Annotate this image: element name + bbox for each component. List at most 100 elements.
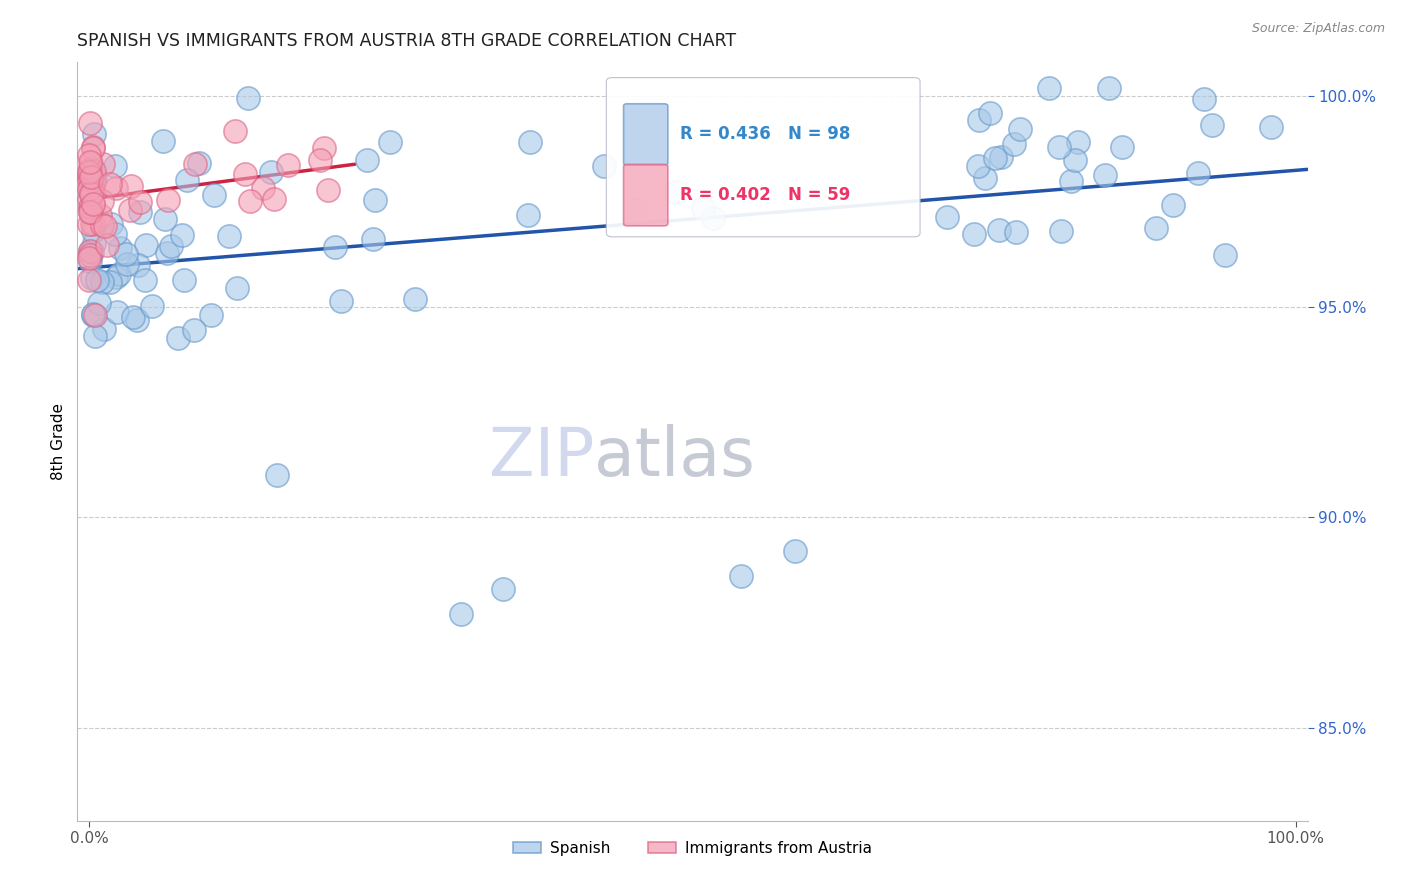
Point <box>86 273 108 287</box>
Point <box>79 155 101 169</box>
Point <box>122 310 145 324</box>
Legend: Spanish, Immigrants from Austria: Spanish, Immigrants from Austria <box>508 835 877 863</box>
Point <box>187 156 209 170</box>
Point <box>517 208 540 222</box>
Point <box>239 194 262 209</box>
Point <box>218 229 240 244</box>
Point <box>127 258 149 272</box>
Point <box>105 269 128 284</box>
Point <box>82 183 104 197</box>
Point <box>79 186 101 201</box>
Point <box>200 308 222 322</box>
Point <box>79 116 101 130</box>
Point <box>79 162 101 177</box>
Point <box>96 237 118 252</box>
Point <box>404 292 426 306</box>
Point <box>79 165 101 179</box>
Point <box>1059 174 1081 188</box>
Point <box>363 232 385 246</box>
Point <box>1161 198 1184 212</box>
Point <box>98 177 121 191</box>
Point <box>82 307 104 321</box>
Point <box>785 544 807 558</box>
Point <box>492 582 515 596</box>
Point <box>173 273 195 287</box>
Point <box>170 227 193 242</box>
Point <box>1038 80 1060 95</box>
Point <box>125 313 148 327</box>
Point <box>80 204 103 219</box>
Point <box>1213 248 1236 262</box>
Point <box>82 217 104 231</box>
Point <box>79 192 101 206</box>
Text: ZIP: ZIP <box>489 424 595 490</box>
Point <box>105 181 128 195</box>
Point <box>79 203 101 218</box>
Point <box>1201 118 1223 132</box>
Point <box>984 151 1007 165</box>
Point <box>79 273 101 287</box>
Point <box>104 159 127 173</box>
Point <box>79 251 101 265</box>
Point <box>1187 166 1209 180</box>
Point <box>79 163 101 178</box>
Point <box>378 136 401 150</box>
Point <box>84 328 107 343</box>
Point <box>84 308 107 322</box>
Point <box>967 159 990 173</box>
Point <box>1144 221 1167 235</box>
Point <box>79 205 101 219</box>
Point <box>987 223 1010 237</box>
FancyBboxPatch shape <box>624 164 668 226</box>
Point <box>356 153 378 168</box>
Point <box>91 157 114 171</box>
Point <box>314 141 336 155</box>
Point <box>224 124 246 138</box>
Point <box>166 331 188 345</box>
FancyBboxPatch shape <box>606 78 920 237</box>
Point <box>90 275 112 289</box>
Point <box>263 193 285 207</box>
Point <box>93 219 115 234</box>
Point <box>184 157 207 171</box>
Point <box>277 158 299 172</box>
Point <box>316 183 339 197</box>
Point <box>79 181 101 195</box>
Point <box>80 186 103 201</box>
Point <box>330 294 353 309</box>
Point <box>1002 136 1025 151</box>
Point <box>1047 140 1070 154</box>
Point <box>233 167 256 181</box>
Point <box>128 205 150 219</box>
Point <box>128 194 150 209</box>
Point <box>82 196 104 211</box>
Point <box>83 164 105 178</box>
Point <box>141 299 163 313</box>
Point <box>236 91 259 105</box>
Point <box>260 164 283 178</box>
Point <box>100 218 122 232</box>
Point <box>624 203 647 218</box>
Point <box>226 281 249 295</box>
Point <box>79 178 101 193</box>
Point <box>730 569 752 583</box>
Point <box>1064 153 1087 167</box>
Point <box>153 211 176 226</box>
Point <box>83 127 105 141</box>
Point <box>114 246 136 260</box>
Text: R = 0.436   N = 98: R = 0.436 N = 98 <box>681 126 851 144</box>
Point <box>1260 120 1282 134</box>
Point <box>450 607 472 622</box>
Point <box>80 156 103 170</box>
Point <box>79 244 101 258</box>
Point <box>79 169 101 183</box>
Point <box>252 181 274 195</box>
Text: SPANISH VS IMMIGRANTS FROM AUSTRIA 8TH GRADE CORRELATION CHART: SPANISH VS IMMIGRANTS FROM AUSTRIA 8TH G… <box>77 32 737 50</box>
Point <box>82 172 104 186</box>
Point <box>79 248 101 262</box>
Point <box>89 208 111 222</box>
Point <box>1098 80 1121 95</box>
Point <box>176 173 198 187</box>
Point <box>117 257 139 271</box>
Point <box>135 238 157 252</box>
